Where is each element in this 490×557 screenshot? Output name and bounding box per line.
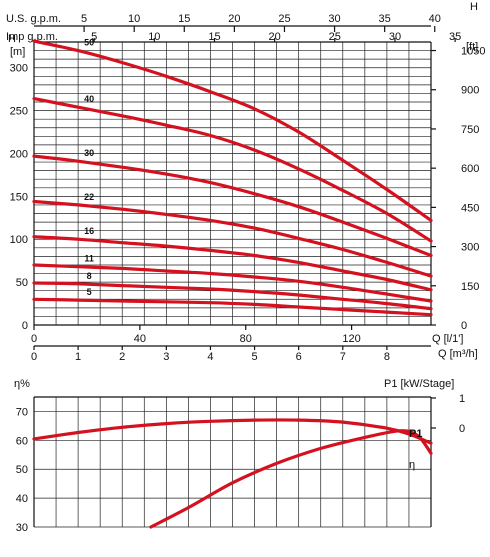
- efficiency-curves: [32, 418, 433, 529]
- q-ls-axis-label: Q [l/1']: [432, 333, 463, 345]
- us-gpm-tick-label: 5: [81, 13, 87, 25]
- stage-labels: 50 40 30 22 16 11 8 5: [84, 38, 94, 298]
- us-gpm-tick-label: 20: [228, 13, 240, 25]
- stage-label-16: 16: [84, 226, 94, 236]
- imp-gpm-tick-label: 35: [449, 31, 461, 43]
- q-ls-tick-label: 40: [134, 333, 146, 345]
- stage-curve-40: [32, 97, 433, 243]
- us-gpm-tick-label: 25: [278, 13, 290, 25]
- h-ft-axis-label-ft: [ft]: [466, 41, 478, 53]
- stage-label-40: 40: [84, 94, 94, 104]
- p1-axis-label: P1 [kW/Stage]: [384, 378, 454, 390]
- eta-tick-label: 30: [16, 522, 28, 534]
- stage-curve-22: [32, 199, 433, 278]
- h-m-tick-label: 50: [16, 277, 28, 289]
- stage-label-5: 5: [87, 287, 92, 297]
- eta-tick-label: 70: [16, 406, 28, 418]
- p1-curve-label: P1: [409, 428, 422, 440]
- h-m-tick-label: 250: [10, 106, 28, 118]
- efficiency-axis-ticks: 30 40 50 60 70 1 0: [16, 393, 465, 534]
- p1-tick-label: 1: [459, 393, 465, 405]
- eta-axis-label: η%: [14, 378, 30, 390]
- stage-curve-5: [32, 297, 433, 317]
- q-m3-tick-label: 7: [340, 351, 346, 363]
- q-ls-tick-label: 0: [31, 333, 37, 345]
- us-gpm-tick-label: 10: [128, 13, 140, 25]
- q-m3-tick-label: 0: [31, 351, 37, 363]
- stage-curve-50: [32, 39, 433, 222]
- imp-gpm-tick-label: 20: [269, 31, 281, 43]
- h-ft-tick-label: 450: [461, 202, 479, 214]
- head-axis-ticks: 0501001502002503000150300450600750900105…: [10, 13, 486, 363]
- q-m3-tick-label: 3: [163, 351, 169, 363]
- h-ft-tick-label: 150: [461, 281, 479, 293]
- imp-gpm-tick-label: 5: [91, 31, 97, 43]
- stage-label-50: 50: [84, 38, 94, 48]
- eta-tick-label: 40: [16, 493, 28, 505]
- stage-label-22: 22: [84, 192, 94, 202]
- efficiency-power-chart: η% P1 [kW/Stage] 30 40 50 60 70 1 0 P1 η: [14, 378, 465, 534]
- h-ft-tick-label: 1050: [461, 46, 485, 58]
- h-m-tick-label: 100: [10, 234, 28, 246]
- imp-gpm-tick-label: 10: [148, 31, 160, 43]
- stage-curve-16: [32, 235, 433, 292]
- h-m-tick-label: 0: [22, 320, 28, 332]
- q-m3-axis-label: Q [m³/h]: [438, 348, 478, 360]
- q-m3-tick-label: 2: [119, 351, 125, 363]
- h-ft-tick-label: 0: [461, 320, 467, 332]
- q-ls-tick-label: 120: [342, 333, 360, 345]
- q-m3-tick-label: 6: [296, 351, 302, 363]
- eta-curve: [149, 429, 433, 529]
- stage-curve-8: [32, 281, 433, 311]
- imp-gpm-tick-label: 30: [389, 31, 401, 43]
- imp-gpm-axis-label: Imp g.p.m.: [6, 31, 58, 43]
- q-m3-tick-label: 8: [384, 351, 390, 363]
- us-gpm-tick-label: 40: [429, 13, 441, 25]
- imp-gpm-tick-label: 15: [208, 31, 220, 43]
- imp-gpm-tick-label: 25: [329, 31, 341, 43]
- q-ls-tick-label: 80: [240, 333, 252, 345]
- q-m3-tick-label: 4: [207, 351, 213, 363]
- us-gpm-tick-label: 30: [328, 13, 340, 25]
- head-curves: [32, 39, 433, 317]
- head-grid: [33, 41, 432, 326]
- stage-curve-30: [32, 154, 433, 258]
- stage-label-11: 11: [84, 254, 94, 264]
- eta-tick-label: 50: [16, 464, 28, 476]
- eta-curve-label: η: [409, 459, 415, 471]
- p1-tick-label: 0: [459, 423, 465, 435]
- stage-curve-11: [32, 263, 433, 303]
- us-gpm-tick-label: 35: [379, 13, 391, 25]
- h-m-tick-label: 200: [10, 148, 28, 160]
- head-flow-chart: H [m] H [ft] U.S. g.p.m. Imp g.p.m. Q [l…: [6, 1, 485, 363]
- h-axis-label-m: [m]: [10, 46, 25, 58]
- h-ft-axis-label-h: H: [470, 1, 478, 13]
- h-m-tick-label: 150: [10, 191, 28, 203]
- stage-label-8: 8: [87, 271, 92, 281]
- us-gpm-axis-label: U.S. g.p.m.: [6, 13, 61, 25]
- h-ft-tick-label: 750: [461, 124, 479, 136]
- h-ft-tick-label: 900: [461, 85, 479, 97]
- h-ft-tick-label: 600: [461, 163, 479, 175]
- stage-label-30: 30: [84, 148, 94, 158]
- q-m3-tick-label: 5: [251, 351, 257, 363]
- h-m-tick-label: 300: [10, 63, 28, 75]
- h-ft-tick-label: 300: [461, 242, 479, 254]
- q-m3-tick-label: 1: [75, 351, 81, 363]
- h-axis-label-h: H: [8, 33, 16, 45]
- us-gpm-tick-label: 15: [178, 13, 190, 25]
- eta-tick-label: 60: [16, 435, 28, 447]
- efficiency-grid: [33, 396, 432, 528]
